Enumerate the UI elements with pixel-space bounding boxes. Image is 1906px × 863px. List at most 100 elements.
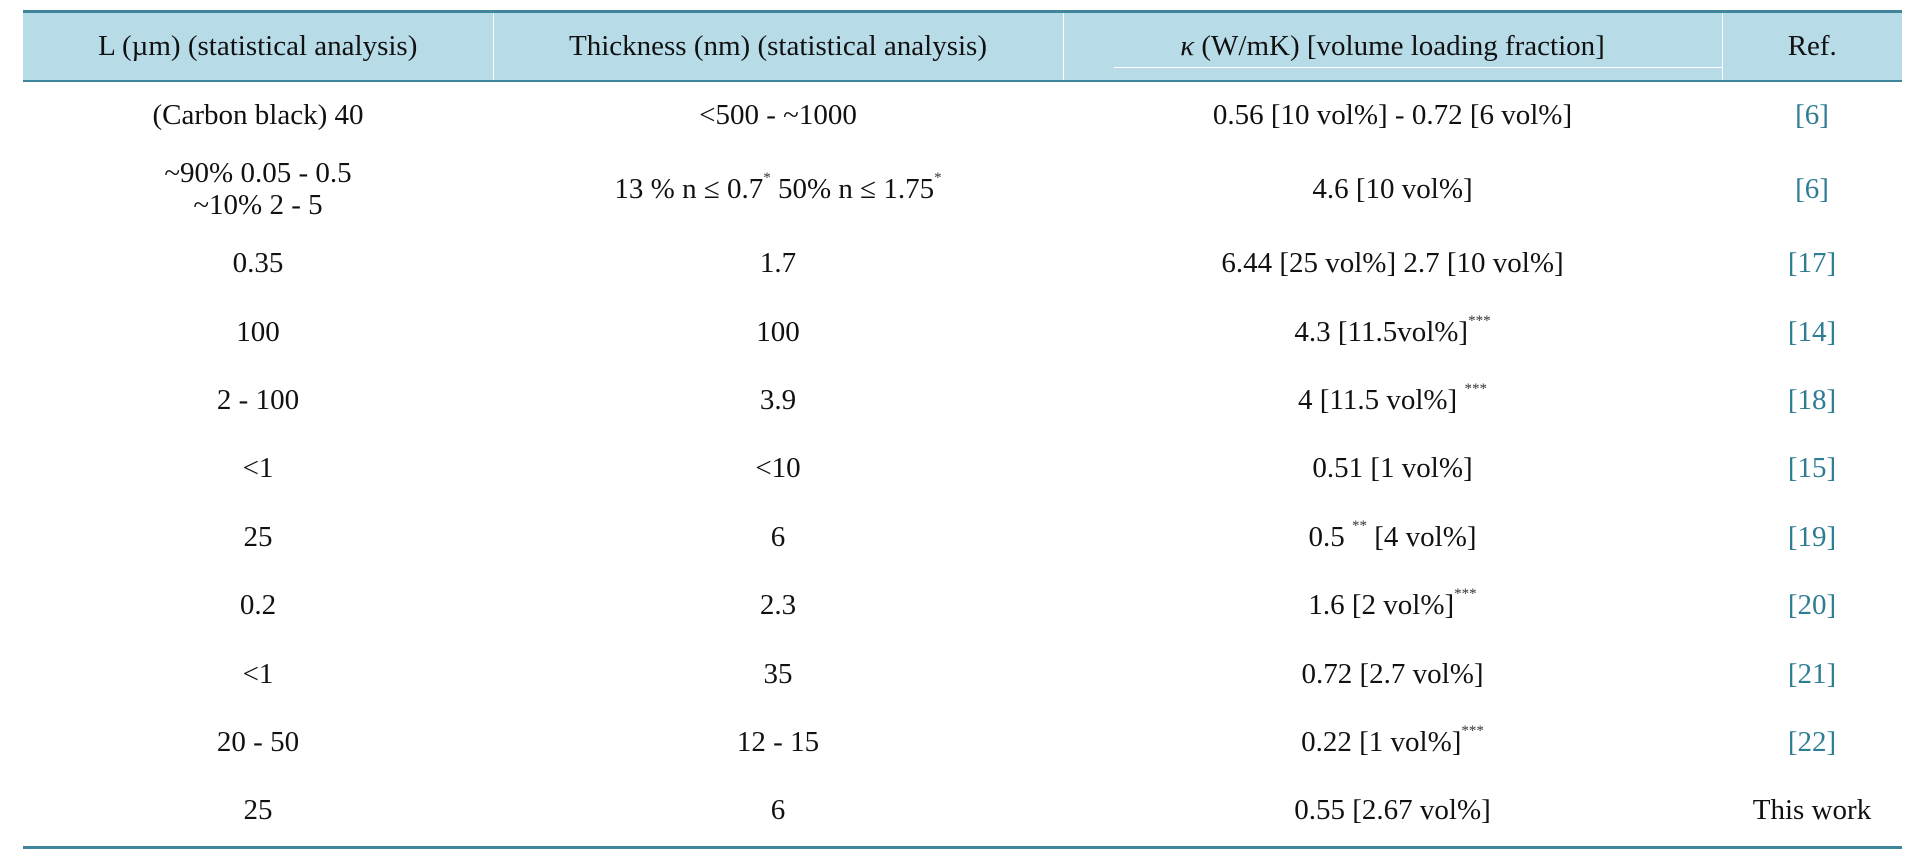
cell-kappa: 4 [11.5 vol%] *** [1063,367,1722,435]
cell-length: 0.2 [239,589,277,622]
header-thickness: Thickness (nm) (statistical analysis) [492,11,1063,81]
cell-thickness: <10 [755,452,801,485]
ref-link[interactable]: [18] [1787,384,1837,417]
header-kappa: κ (W/mK) [volume loading fraction] [1062,11,1722,81]
thickness-part-1: 13 % n ≤ 0.7 [614,173,764,206]
cell-length: <1 [242,657,274,690]
kappa-value: 1.6 [2 vol%] [1308,589,1455,622]
kappa-symbol: κ [1180,29,1195,62]
cell-ref: [15] [1722,435,1902,503]
cell-length: 20 - 50 [216,725,300,758]
cell-thickness: 100 [756,315,800,348]
cell-length: <1 [242,452,274,485]
cell-length: 2 - 100 [216,384,300,417]
header-row: L (µm) (statistical analysis) Thickness … [23,11,1902,81]
cell-kappa: 6.44 [25 vol%] 2.7 [10 vol%] [1063,230,1722,298]
cell-kappa: 0.51 [1 vol%] [1063,435,1722,503]
header-kappa-text: (W/mK) [volume loading fraction] [1194,29,1605,62]
kappa-value: 4.6 [10 vol%] [1312,173,1473,206]
footnote-marker: * [763,170,771,187]
footnote-marker: ** [1351,517,1367,534]
cell-length: 0.35 [232,247,284,280]
table-row: 2 - 100 3.9 4 [11.5 vol%] *** [18] [23,367,1902,435]
ref-link[interactable]: [14] [1787,315,1837,348]
kappa-value: 0.22 [1 vol%] [1301,725,1462,758]
ref-link[interactable]: [6] [1795,173,1829,206]
footnote-marker: *** [1464,381,1487,398]
header-length: L (µm) (statistical analysis) [98,29,418,62]
cell-length: 100 [236,315,280,348]
table-row: 25 6 0.5 ** [4 vol%] [19] [23,504,1902,572]
header-ref: Ref. [1721,11,1902,81]
kappa-value: 4 [11.5 vol%] [1298,384,1465,417]
cell-thickness: 3.9 [759,384,797,417]
ref-link[interactable]: [22] [1787,725,1837,758]
footnote-marker: *** [1461,722,1484,739]
kappa-value: 0.56 [10 vol%] - 0.72 [6 vol%] [1212,99,1573,132]
cell-ref: [6] [1722,150,1902,230]
ref-link[interactable]: [20] [1787,589,1837,622]
cell-ref: [17] [1722,230,1902,298]
cell-length: 25 [243,520,273,553]
cell-ref: [19] [1722,504,1902,572]
cell-kappa: 0.5 ** [4 vol%] [1063,504,1722,572]
cell-thickness: 13 % n ≤ 0.7* 50% n ≤ 1.75* [493,150,1063,230]
cell-thickness: 6 [770,794,786,827]
cell-kappa: 0.55 [2.67 vol%] [1063,777,1722,847]
cell-ref: This work [1722,777,1902,847]
cell-ref: [18] [1722,367,1902,435]
cell-thickness: 2.3 [759,589,797,622]
table-row: <1 35 0.72 [2.7 vol%] [21] [23,640,1902,708]
kappa-value: 6.44 [25 vol%] 2.7 [10 vol%] [1221,247,1564,280]
kappa-value-post: [4 vol%] [1366,520,1477,553]
footnote-marker: *** [1454,586,1477,603]
cell-length: (Carbon black) 40 [152,99,364,132]
cell-kappa: 1.6 [2 vol%]*** [1063,572,1722,640]
cell-thickness: <500 - ~1000 [699,99,857,132]
cell-kappa: 0.72 [2.7 vol%] [1063,640,1722,708]
cell-ref: [14] [1722,298,1902,366]
cell-kappa: 4.3 [11.5vol%]*** [1063,298,1722,366]
footnote-marker: * [934,170,942,187]
cell-kappa: 0.56 [10 vol%] - 0.72 [6 vol%] [1063,81,1722,150]
cell-thickness: 12 - 15 [736,725,820,758]
cell-thickness: 6 [770,520,786,553]
cell-length: ~90% 0.05 - 0.5 ~10% 2 - 5 [23,150,493,230]
table-row: ~90% 0.05 - 0.5 ~10% 2 - 5 13 % n ≤ 0.7*… [23,150,1902,230]
length-line-2: ~10% 2 - 5 [193,189,323,221]
cell-ref: [21] [1722,640,1902,708]
cell-length: 25 [243,794,273,827]
cell-kappa: 4.6 [10 vol%] [1063,150,1722,230]
ref-link[interactable]: [21] [1787,657,1837,690]
header-kappa-label: κ (W/mK) [volume loading fraction] [1180,29,1605,63]
cell-thickness: 1.7 [759,247,797,280]
header-kappa-underline [1113,67,1722,68]
table-row: <1 <10 0.51 [1 vol%] [15] [23,435,1902,503]
ref-link[interactable]: [19] [1787,520,1837,553]
table-body: (Carbon black) 40 <500 - ~1000 0.56 [10 … [23,81,1902,848]
length-line-1: ~90% 0.05 - 0.5 [164,157,352,190]
ref-link[interactable]: [15] [1787,452,1837,485]
cell-kappa: 0.22 [1 vol%]*** [1063,709,1722,777]
footnote-marker: *** [1468,312,1491,329]
table-row: 25 6 0.55 [2.67 vol%] This work [23,777,1902,848]
kappa-value: 0.55 [2.67 vol%] [1294,794,1491,827]
cell-ref: [6] [1722,81,1902,150]
table-row: 20 - 50 12 - 15 0.22 [1 vol%]*** [22] [23,709,1902,777]
cell-ref: [20] [1722,572,1902,640]
kappa-value: 4.3 [11.5vol%] [1294,315,1469,348]
ref-link[interactable]: [17] [1787,247,1837,280]
kappa-value: 0.51 [1 vol%] [1312,452,1473,485]
kappa-value-pre: 0.5 [1308,520,1352,553]
table-row: 100 100 4.3 [11.5vol%]*** [14] [23,298,1902,366]
table-row: 0.2 2.3 1.6 [2 vol%]*** [20] [23,572,1902,640]
cell-thickness: 35 [763,657,793,690]
comparison-table-container: L (µm) (statistical analysis) Thickness … [23,10,1902,849]
table-row: (Carbon black) 40 <500 - ~1000 0.56 [10 … [23,81,1902,150]
ref-link[interactable]: [6] [1795,99,1829,132]
table-row: 0.35 1.7 6.44 [25 vol%] 2.7 [10 vol%] [1… [23,230,1902,298]
kappa-value: 0.72 [2.7 vol%] [1301,657,1484,690]
cell-ref: [22] [1722,709,1902,777]
thickness-part-2: 50% n ≤ 1.75 [770,173,935,206]
ref-this-work: This work [1752,794,1872,827]
